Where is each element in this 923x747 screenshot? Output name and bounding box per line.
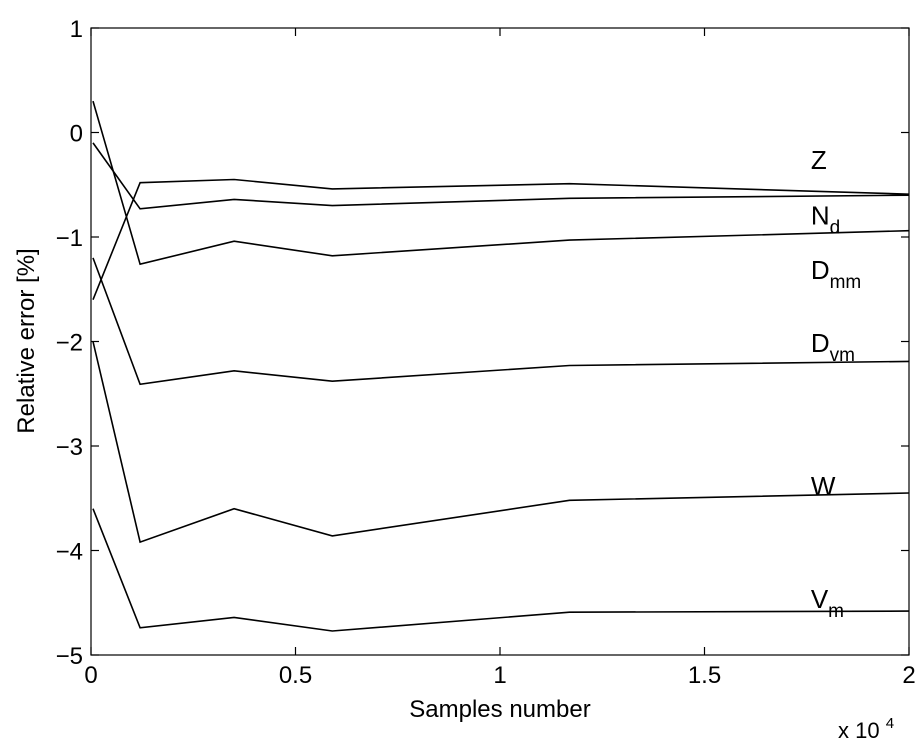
y-tick-label: 1	[70, 16, 83, 43]
y-tick-label: −1	[56, 225, 83, 252]
series-line-d-vm	[92, 257, 910, 386]
series-label-subscript: vm	[830, 345, 855, 366]
series-label-w: W	[811, 471, 836, 501]
series-line-v-m	[92, 508, 910, 632]
y-axis-label: Relative error [%]	[13, 248, 40, 433]
series-line-w	[92, 341, 910, 544]
y-tick-label: −5	[56, 643, 83, 670]
y-tick-label: −2	[56, 330, 83, 357]
x-tick-label: 1	[493, 662, 506, 689]
series-label-subscript: mm	[830, 272, 862, 293]
plot-frame	[90, 27, 910, 656]
series-label-subscript: m	[828, 601, 844, 622]
x-axis-multiplier: x 10 4	[838, 715, 894, 743]
x-tick-label: 2	[902, 662, 915, 689]
series-lines	[92, 100, 910, 632]
x-tick-label: 1.5	[688, 662, 721, 689]
series-label-main: W	[811, 471, 836, 501]
series-label-d-mm: Dmm	[811, 255, 861, 293]
series-line-z	[92, 178, 910, 300]
x-tick-label: 0	[84, 662, 97, 689]
series-label-main: V	[811, 584, 829, 614]
x-multiplier-base: x 10	[838, 718, 880, 743]
series-label-main: D	[811, 255, 830, 285]
series-label-v-m: Vm	[811, 584, 844, 622]
x-multiplier-exponent: 4	[886, 715, 894, 732]
series-label-n-d: Nd	[811, 200, 840, 238]
y-tick-label: −4	[56, 539, 83, 566]
series-line-n-d	[92, 142, 910, 210]
series-label-main: Z	[811, 145, 827, 175]
series-line-d-mm	[92, 100, 910, 266]
y-tick-label: −3	[56, 434, 83, 461]
tick-marks	[90, 27, 910, 656]
y-tick-label: 0	[70, 121, 83, 148]
series-label-main: D	[811, 328, 830, 358]
series-label-main: N	[811, 200, 830, 230]
series-label-z: Z	[811, 145, 827, 175]
series-label-d-vm: Dvm	[811, 328, 855, 366]
tick-labels: 0 0.5 1 1.5 2 1 0 −1 −2 −3 −4 −5	[56, 16, 916, 689]
series-label-subscript: d	[830, 217, 841, 238]
x-axis-label: Samples number	[409, 696, 590, 723]
x-tick-label: 0.5	[279, 662, 312, 689]
